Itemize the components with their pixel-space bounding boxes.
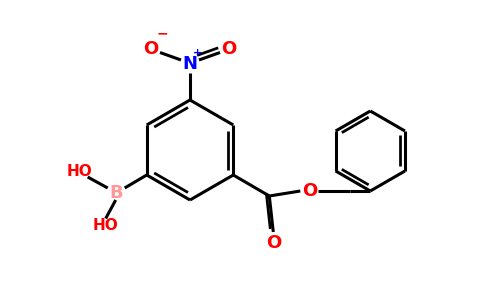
Text: B: B	[109, 184, 122, 202]
Text: O: O	[221, 40, 237, 58]
Text: N: N	[182, 55, 197, 73]
Text: −: −	[156, 26, 168, 40]
Text: HO: HO	[67, 164, 92, 179]
Text: +: +	[192, 47, 202, 58]
Text: HO: HO	[93, 218, 119, 233]
Text: O: O	[143, 40, 159, 58]
Text: O: O	[266, 234, 281, 252]
Text: O: O	[302, 182, 317, 200]
